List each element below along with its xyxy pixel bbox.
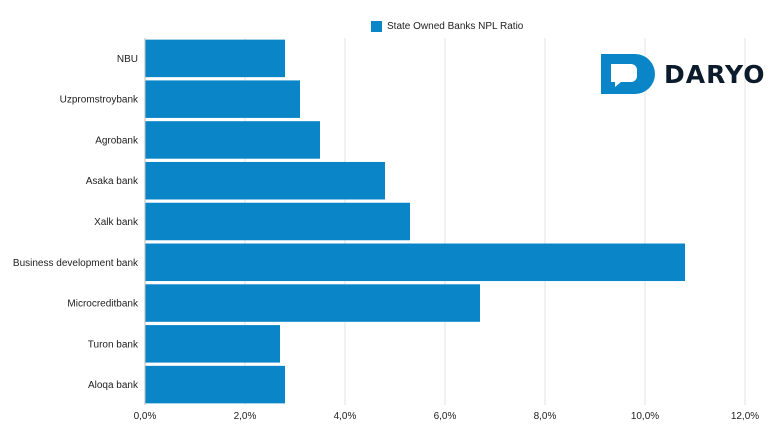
category-label: Microcreditbank	[67, 299, 139, 310]
chat-bubble-d-icon	[601, 54, 655, 94]
legend-swatch	[371, 21, 382, 32]
x-tick-label: 0,0%	[134, 411, 157, 422]
legend: State Owned Banks NPL Ratio	[371, 21, 523, 32]
brand-name: DARYO	[664, 59, 766, 89]
x-tick-label: 12,0%	[731, 411, 759, 422]
x-tick-label: 4,0%	[334, 411, 357, 422]
bar	[145, 243, 685, 282]
category-label: NBU	[117, 54, 138, 65]
category-label: Agrobank	[95, 135, 139, 146]
x-tick-label: 10,0%	[631, 411, 659, 422]
category-label: Xalk bank	[94, 217, 139, 228]
daryo-logo: DARYO	[601, 54, 765, 94]
bar	[145, 365, 285, 404]
legend-label: State Owned Banks NPL Ratio	[387, 21, 524, 32]
bar	[145, 80, 300, 118]
bar	[145, 325, 280, 363]
x-tick-label: 2,0%	[234, 411, 257, 422]
category-label: Asaka bank	[86, 176, 139, 187]
category-label: Uzpromstroybank	[60, 95, 139, 106]
bar	[145, 39, 285, 78]
bar	[145, 121, 320, 159]
x-tick-label: 6,0%	[434, 411, 457, 422]
x-tick-label: 8,0%	[534, 411, 557, 422]
bar	[145, 161, 385, 200]
bar	[145, 284, 480, 322]
bar	[145, 202, 410, 241]
category-label: Aloqa bank	[88, 380, 139, 391]
category-label: Turon bank	[88, 339, 139, 350]
category-label: Business development bank	[13, 258, 139, 269]
